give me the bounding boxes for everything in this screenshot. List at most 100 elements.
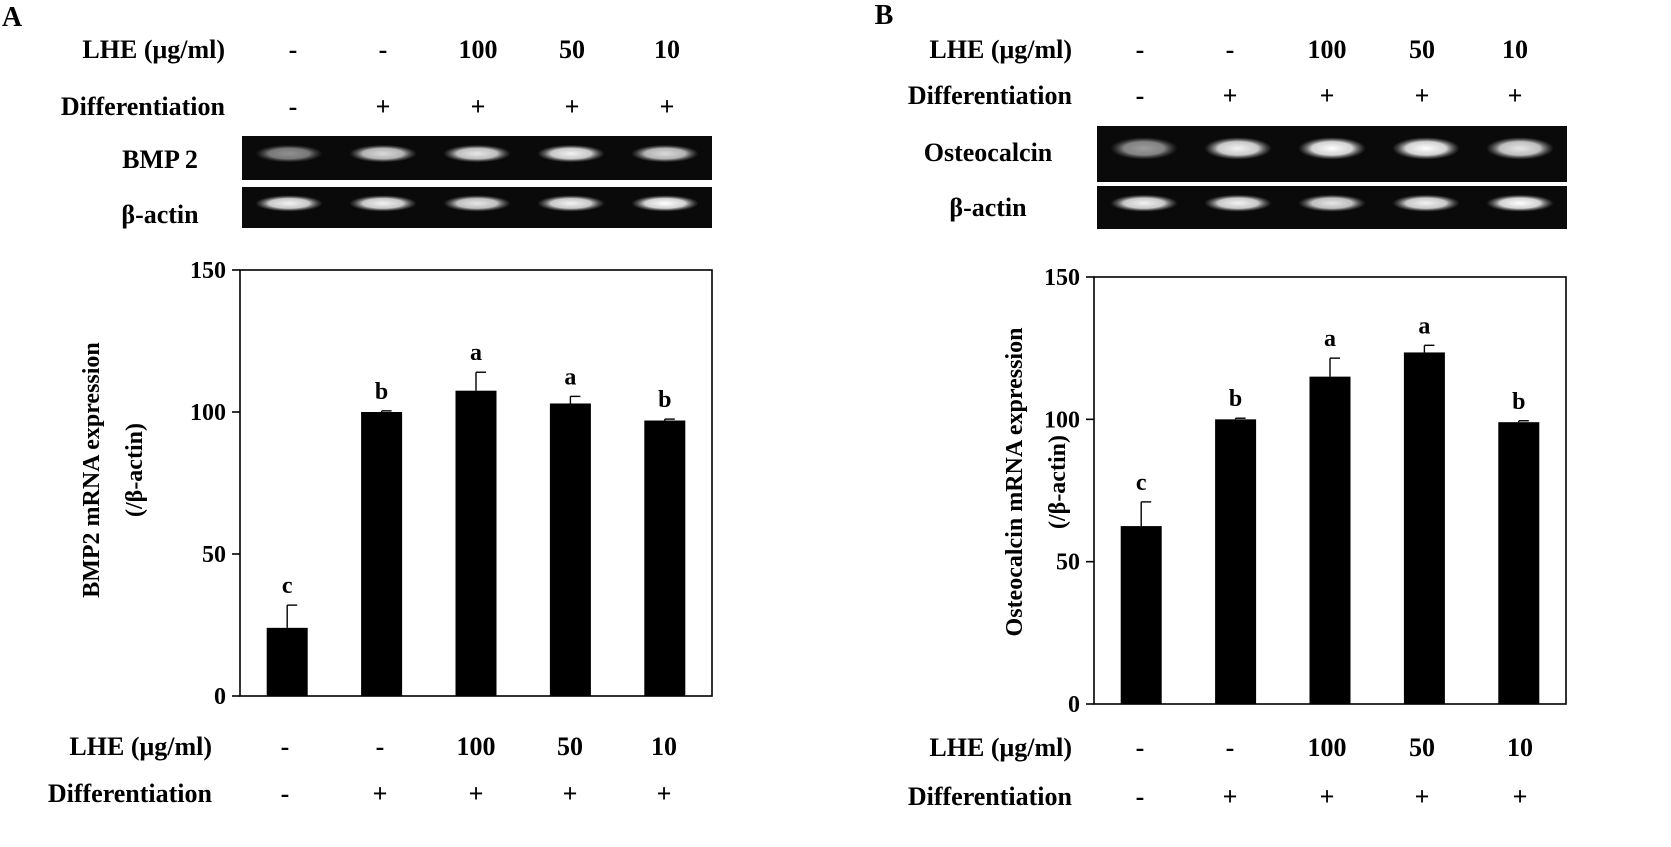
- top-differentiation-value: -: [1136, 81, 1145, 110]
- bottom-lhe-value: 50: [1409, 733, 1435, 762]
- bottom-lhe-value: -: [1226, 733, 1235, 762]
- bottom-lhe-value: -: [281, 732, 290, 761]
- bottom-lhe-value: 10: [1507, 733, 1533, 762]
- bottom-lhe-value: 100: [457, 732, 496, 761]
- y-tick-label: 50: [1056, 550, 1080, 576]
- gel-band: [537, 195, 605, 212]
- top-lhe-row-label: LHE (μg/ml): [82, 35, 225, 64]
- bar: [455, 390, 497, 696]
- significance-letter: c: [1136, 470, 1147, 496]
- y-tick-label: 50: [202, 542, 226, 568]
- gel-band: [255, 195, 323, 212]
- y-tick-label: 100: [190, 400, 226, 426]
- top-lhe-value: 50: [1409, 35, 1435, 64]
- gel-band: [1204, 194, 1272, 212]
- gel-band: [1486, 194, 1554, 212]
- y-tick-label: 0: [1068, 692, 1080, 718]
- top-differentiation-value: +: [565, 92, 580, 121]
- bottom-differentiation-value: +: [373, 779, 388, 808]
- top-lhe-value: 10: [1502, 35, 1528, 64]
- bar: [1120, 526, 1162, 704]
- gel-strip: [242, 187, 712, 228]
- significance-letter: b: [1512, 389, 1525, 415]
- top-lhe-value: 10: [654, 35, 680, 64]
- bar: [1403, 352, 1445, 704]
- top-differentiation-value: +: [471, 92, 486, 121]
- top-lhe-value: -: [1226, 35, 1235, 64]
- top-differentiation-row-label: Differentiation: [61, 92, 226, 121]
- top-differentiation-value: +: [1223, 81, 1238, 110]
- y-tick-label: 100: [1044, 407, 1080, 433]
- significance-letter: b: [658, 387, 671, 413]
- top-differentiation-value: +: [1415, 81, 1430, 110]
- gel-band: [1204, 137, 1272, 160]
- y-tick-label: 150: [1044, 265, 1080, 291]
- top-lhe-value: 100: [1308, 35, 1347, 64]
- significance-letter: a: [1324, 326, 1336, 352]
- gel-band: [1486, 137, 1554, 160]
- gel-band: [1392, 194, 1460, 212]
- bottom-differentiation-row-label: Differentiation: [908, 782, 1073, 811]
- bottom-lhe-row-label: LHE (μg/ml): [929, 733, 1072, 762]
- bar: [1309, 376, 1351, 704]
- top-differentiation-value: -: [289, 92, 298, 121]
- top-lhe-value: 50: [559, 35, 585, 64]
- bar: [266, 627, 308, 696]
- gel-band: [1392, 137, 1460, 160]
- bottom-differentiation-value: +: [563, 779, 578, 808]
- top-differentiation-value: +: [1508, 81, 1523, 110]
- gel-band: [255, 144, 323, 163]
- top-lhe-value: -: [1136, 35, 1145, 64]
- gel-label: BMP 2: [122, 145, 198, 174]
- bar: [1215, 419, 1257, 704]
- gel-strip: [1097, 186, 1567, 229]
- gel-band: [443, 144, 511, 163]
- bar: [1498, 422, 1540, 704]
- top-lhe-value: -: [289, 35, 298, 64]
- gel-band: [443, 195, 511, 212]
- significance-letter: a: [470, 340, 482, 366]
- bottom-lhe-value: -: [376, 732, 385, 761]
- gel-band: [537, 144, 605, 163]
- bar: [361, 412, 403, 696]
- gel-label: β-actin: [121, 200, 199, 229]
- bottom-lhe-row-label: LHE (μg/ml): [69, 732, 212, 761]
- top-differentiation-value: +: [1320, 81, 1335, 110]
- bottom-lhe-value: 10: [651, 732, 677, 761]
- gel-band: [631, 195, 699, 212]
- bottom-differentiation-row-label: Differentiation: [48, 779, 213, 808]
- top-differentiation-value: +: [660, 92, 675, 121]
- bar: [549, 403, 591, 696]
- bottom-differentiation-value: +: [657, 779, 672, 808]
- gel-band: [349, 144, 417, 163]
- panel-label: B: [875, 0, 894, 31]
- bottom-differentiation-value: -: [1136, 782, 1145, 811]
- top-lhe-value: -: [379, 35, 388, 64]
- gel-band: [631, 144, 699, 163]
- y-axis-label: (/β-actin): [1045, 435, 1071, 529]
- bottom-differentiation-value: +: [1415, 782, 1430, 811]
- top-lhe-value: 100: [459, 35, 498, 64]
- significance-letter: b: [1229, 386, 1242, 412]
- bottom-differentiation-value: +: [1320, 782, 1335, 811]
- significance-letter: b: [375, 379, 388, 405]
- y-tick-label: 150: [190, 258, 226, 284]
- gel-band: [1110, 194, 1178, 212]
- gel-label: β-actin: [949, 193, 1027, 222]
- y-tick-label: 0: [214, 684, 226, 710]
- y-axis-label: BMP2 mRNA expression: [79, 342, 105, 598]
- y-axis-label: (/β-actin): [122, 423, 148, 517]
- bottom-differentiation-value: +: [1223, 782, 1238, 811]
- significance-letter: c: [282, 573, 293, 599]
- gel-strip: [242, 136, 712, 180]
- top-lhe-row-label: LHE (μg/ml): [929, 35, 1072, 64]
- gel-band: [1298, 194, 1366, 212]
- bottom-lhe-value: 50: [557, 732, 583, 761]
- gel-label: Osteocalcin: [924, 138, 1053, 167]
- significance-letter: a: [564, 364, 576, 390]
- top-differentiation-value: +: [376, 92, 391, 121]
- y-axis-label: Osteocalcin mRNA expression: [1002, 328, 1028, 637]
- bottom-differentiation-value: +: [469, 779, 484, 808]
- panel-label: A: [2, 2, 23, 33]
